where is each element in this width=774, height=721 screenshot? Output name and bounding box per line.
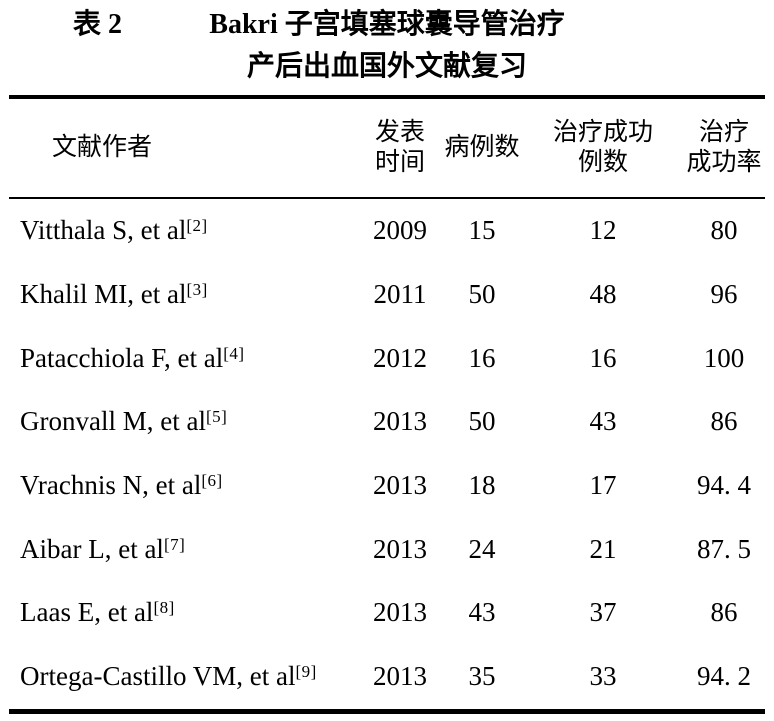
year-cell: 2013: [373, 661, 427, 692]
header-author: 文献作者: [9, 133, 359, 163]
cases-cell: 16: [468, 342, 496, 373]
author-text: Patacchiola F, et al: [20, 342, 224, 373]
header-author-label: 文献作者: [52, 134, 153, 161]
table-title-block: 表 2 Bakri 子宫填塞球囊导管治疗 产后出血国外文献复习: [9, 0, 765, 95]
cases-cell: 15: [468, 215, 496, 246]
success-rate-cell: 87. 5: [697, 533, 751, 564]
author-cell: Vitthala S, et al[2]: [9, 215, 359, 246]
table-row: Vitthala S, et al[2] 2009 15 12 80: [9, 199, 765, 263]
table-number-label: 表 2: [73, 9, 123, 40]
table-row: Vrachnis N, et al[6] 2013 18 17 94. 4: [9, 454, 765, 518]
table-header-row: 文献作者 发表 时间 病例数 治疗成功 例数 治疗 成功率: [9, 99, 765, 199]
literature-review-table: 文献作者 发表 时间 病例数 治疗成功 例数 治疗 成功率 Vitthala S…: [9, 95, 765, 714]
table-row: Patacchiola F, et al[4] 2012 16 16 100: [9, 326, 765, 390]
success-rate-cell: 86: [710, 597, 738, 628]
author-cell: Gronvall M, et al[5]: [9, 406, 359, 437]
table-row: Aibar L, et al[7] 2013 24 21 87. 5: [9, 517, 765, 581]
author-cell: Vrachnis N, et al[6]: [9, 470, 359, 501]
author-text: Vitthala S, et al: [20, 215, 187, 246]
citation-ref: [9]: [295, 662, 317, 682]
table-title-line1: Bakri 子宫填塞球囊导管治疗: [209, 9, 565, 40]
year-cell: 2013: [373, 597, 427, 628]
cases-cell: 24: [468, 533, 496, 564]
cases-cell: 35: [468, 661, 496, 692]
success-cases-cell: 48: [589, 279, 617, 310]
table-row: Ortega-Castillo VM, et al[9] 2013 35 33 …: [9, 645, 765, 709]
header-year: 发表 时间: [374, 119, 425, 176]
citation-ref: [5]: [205, 407, 228, 427]
citation-ref: [4]: [223, 343, 245, 363]
header-cases: 病例数: [444, 134, 520, 161]
year-cell: 2011: [373, 279, 427, 310]
author-text: Aibar L, et al: [20, 533, 164, 564]
success-cases-cell: 12: [589, 215, 617, 246]
author-text: Laas E, et al: [20, 597, 154, 628]
success-cases-cell: 21: [589, 533, 617, 564]
success-cases-cell: 17: [589, 470, 617, 501]
success-rate-cell: 80: [710, 215, 738, 246]
success-cases-cell: 33: [589, 661, 617, 692]
header-success-rate: 治疗 成功率: [686, 119, 762, 176]
table-row: Gronvall M, et al[5] 2013 50 43 86: [9, 390, 765, 454]
cases-cell: 50: [468, 279, 496, 310]
success-cases-cell: 16: [589, 342, 617, 373]
author-cell: Khalil MI, et al[3]: [9, 279, 359, 310]
success-rate-cell: 94. 2: [697, 661, 751, 692]
citation-ref: [6]: [201, 471, 223, 491]
success-cases-cell: 37: [589, 597, 617, 628]
year-cell: 2013: [373, 470, 427, 501]
table-title-line2: 产后出血国外文献复习: [246, 51, 527, 82]
author-text: Ortega-Castillo VM, et al: [20, 661, 296, 692]
table-row: Khalil MI, et al[3] 2011 50 48 96: [9, 263, 765, 327]
year-cell: 2012: [373, 342, 427, 373]
table-row: Laas E, et al[8] 2013 43 37 86: [9, 581, 765, 645]
author-cell: Patacchiola F, et al[4]: [9, 343, 359, 374]
success-rate-cell: 94. 4: [697, 470, 751, 501]
author-cell: Ortega-Castillo VM, et al[9]: [9, 661, 359, 692]
success-rate-cell: 86: [710, 406, 738, 437]
success-rate-cell: 100: [703, 342, 745, 373]
author-cell: Laas E, et al[8]: [9, 597, 359, 628]
cases-cell: 50: [468, 406, 496, 437]
citation-ref: [7]: [163, 534, 186, 554]
author-text: Khalil MI, et al: [20, 279, 187, 310]
author-cell: Aibar L, et al[7]: [9, 534, 359, 565]
paper-table-figure: 表 2 Bakri 子宫填塞球囊导管治疗 产后出血国外文献复习 文献作者 发表 …: [9, 0, 765, 714]
success-cases-cell: 43: [589, 406, 617, 437]
year-cell: 2013: [373, 533, 427, 564]
cases-cell: 43: [468, 597, 496, 628]
citation-ref: [8]: [153, 598, 175, 618]
citation-ref: [3]: [186, 280, 208, 300]
citation-ref: [2]: [186, 216, 208, 236]
year-cell: 2013: [373, 406, 427, 437]
author-text: Gronvall M, et al: [20, 406, 206, 437]
cases-cell: 18: [468, 470, 496, 501]
year-cell: 2009: [373, 215, 427, 246]
author-text: Vrachnis N, et al: [20, 470, 202, 501]
header-success-cases: 治疗成功 例数: [552, 119, 653, 176]
success-rate-cell: 96: [710, 279, 738, 310]
